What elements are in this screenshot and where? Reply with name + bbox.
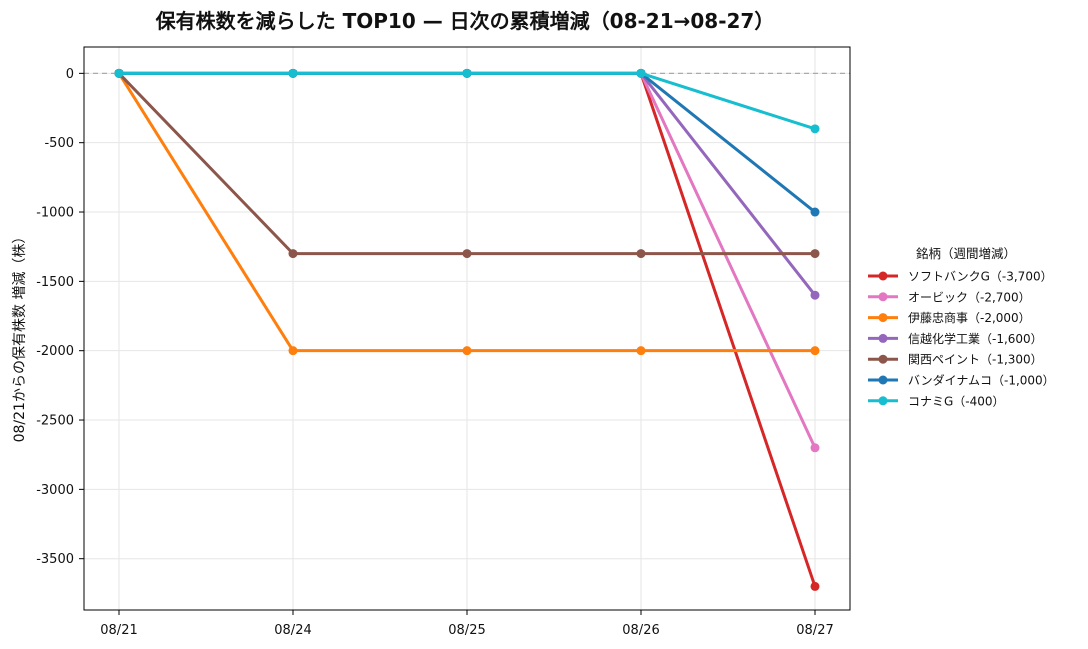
y-tick-label: -1500	[36, 275, 74, 290]
data-point	[288, 68, 298, 78]
legend-swatch-marker	[878, 354, 888, 364]
legend-swatch-marker	[878, 333, 888, 343]
y-tick-label: -500	[44, 136, 74, 151]
x-tick-label: 08/26	[622, 623, 659, 638]
data-point	[636, 249, 646, 259]
legend-label: 伊藤忠商事（-2,000）	[908, 310, 1031, 325]
x-tick-label: 08/25	[448, 623, 485, 638]
x-tick-label: 08/21	[100, 623, 137, 638]
series-6	[114, 68, 820, 134]
legend-swatch-marker	[878, 313, 888, 323]
data-point	[810, 124, 820, 134]
grid	[84, 47, 850, 610]
legend-swatch-marker	[878, 375, 888, 385]
legend-item: ソフトバンクG（-3,700）	[868, 270, 1053, 284]
data-point	[288, 249, 298, 259]
series-layer	[114, 68, 820, 591]
y-axis: 0 -500 -1000 -1500 -2000 -2500 -3000 -3500	[36, 67, 84, 567]
x-tick-label: 08/24	[274, 623, 311, 638]
y-tick-label: 0	[66, 67, 74, 82]
legend-item: 信越化学工業（-1,600）	[868, 331, 1043, 346]
legend-label: 関西ペイント（-1,300）	[908, 353, 1043, 367]
data-point	[462, 249, 472, 259]
x-tick-label: 08/27	[796, 623, 833, 638]
y-tick-label: -1000	[36, 206, 74, 221]
y-axis-label: 08/21からの保有株数 増減（株）	[11, 230, 28, 443]
data-point	[810, 443, 820, 453]
legend-swatch-marker	[878, 292, 888, 302]
legend-swatch-marker	[878, 271, 888, 281]
legend-label: 信越化学工業（-1,600）	[908, 331, 1043, 346]
legend-title: 銘柄（週間増減）	[916, 246, 1016, 261]
data-point	[636, 68, 646, 78]
x-axis: 08/21 08/24 08/25 08/26 08/27	[100, 610, 834, 638]
legend-item: オービック（-2,700）	[868, 290, 1031, 304]
legend-item: 伊藤忠商事（-2,000）	[868, 310, 1031, 325]
y-tick-label: -3500	[36, 552, 74, 567]
data-point	[288, 346, 298, 356]
legend-swatch-marker	[878, 396, 888, 406]
data-point	[810, 249, 820, 259]
legend-label: コナミG（-400）	[908, 394, 1005, 408]
y-tick-label: -3000	[36, 483, 74, 498]
legend-label: オービック（-2,700）	[908, 290, 1031, 304]
data-point	[636, 346, 646, 356]
legend: 銘柄（週間増減） ソフトバンクG（-3,700） オービック（-2,700） 伊藤忠…	[868, 246, 1055, 408]
legend-item: バンダイナムコ（-1,000）	[868, 373, 1055, 388]
legend-label: ソフトバンクG（-3,700）	[908, 270, 1053, 284]
data-point	[810, 581, 820, 591]
chart-title: 保有株数を減らした TOP10 — 日次の累積増減（08-21→08-27）	[155, 9, 775, 33]
data-point	[114, 68, 124, 78]
y-tick-label: -2000	[36, 344, 74, 359]
data-point	[810, 346, 820, 356]
data-point	[810, 207, 820, 217]
data-point	[462, 68, 472, 78]
data-point	[462, 346, 472, 356]
y-tick-label: -2500	[36, 414, 74, 429]
legend-item: コナミG（-400）	[868, 394, 1005, 408]
legend-item: 関西ペイント（-1,300）	[868, 353, 1043, 367]
legend-label: バンダイナムコ（-1,000）	[908, 373, 1055, 388]
data-point	[810, 290, 820, 300]
